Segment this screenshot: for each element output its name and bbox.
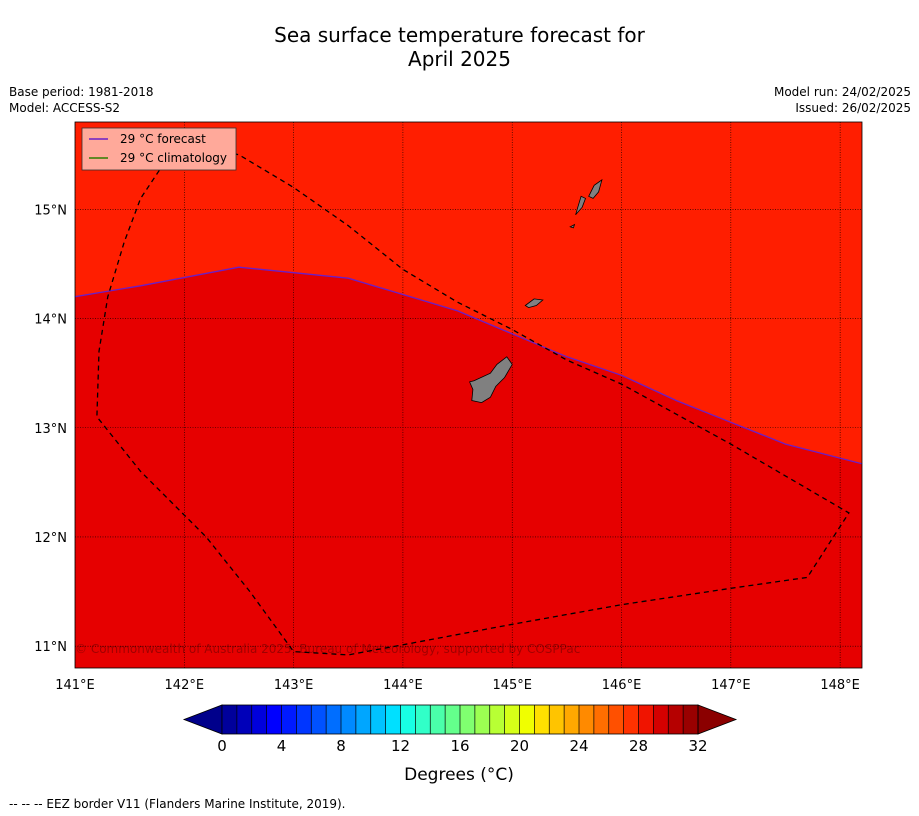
- colorbar-segment: [222, 705, 238, 734]
- island-shape: [569, 223, 576, 229]
- eez-footnote: -- -- -- EEZ border V11 (Flanders Marine…: [9, 797, 346, 811]
- colorbar-segment: [415, 705, 431, 734]
- eez-border-line: [96, 143, 850, 656]
- colorbar-segment: [489, 705, 505, 734]
- issued-text: Issued: 26/02/2025: [795, 101, 911, 115]
- model-text: Model: ACCESS-S2: [9, 101, 121, 115]
- colorbar-segment: [311, 705, 327, 734]
- colorbar-tick-label: 28: [629, 737, 648, 755]
- lon-tick-label: 141°E: [55, 678, 95, 693]
- colorbar-segment: [534, 705, 550, 734]
- chart-title-line1: Sea surface temperature forecast for: [274, 23, 645, 47]
- colorbar-segment: [593, 705, 610, 734]
- colorbar-segment: [579, 705, 595, 734]
- map-gridlines: [75, 122, 862, 668]
- colorbar-segment: [430, 705, 446, 734]
- colorbar-under-arrow: [182, 704, 223, 735]
- island-shape: [524, 298, 544, 309]
- colorbar-segment: [445, 705, 461, 734]
- map-legend: 29 °C forecast 29 °C climatology: [81, 127, 237, 171]
- colorbar: 0 4 8 12 16 20 24 28 32: [182, 704, 738, 755]
- lon-tick-label: 143°E: [274, 678, 314, 693]
- colorbar-segment: [281, 705, 297, 734]
- lon-tick-label: 148°E: [820, 678, 860, 693]
- colorbar-segment: [370, 705, 386, 734]
- map-area: [75, 122, 862, 668]
- colorbar-segment: [400, 705, 416, 734]
- legend-forecast-label: 29 °C forecast: [120, 132, 206, 146]
- colorbar-segment: [519, 705, 535, 734]
- colorbar-tick-label: 16: [450, 737, 469, 755]
- chart-title-line2: April 2025: [408, 47, 511, 71]
- colorbar-segment: [608, 705, 624, 734]
- lon-tick-label: 144°E: [383, 678, 423, 693]
- colorbar-segment: [460, 705, 476, 734]
- colorbar-segment: [296, 705, 312, 734]
- colorbar-segment: [355, 705, 372, 734]
- colorbar-title: Degrees (°C): [404, 765, 514, 785]
- lon-tick-label: 142°E: [165, 678, 205, 693]
- lat-tick-label: 12°N: [34, 531, 67, 546]
- colorbar-segment: [653, 705, 669, 734]
- land-islands: [469, 178, 603, 404]
- island-shape: [469, 356, 513, 404]
- colorbar-tick-label: 20: [510, 737, 529, 755]
- colorbar-tick-label: 32: [688, 737, 707, 755]
- lon-tick-label: 147°E: [711, 678, 751, 693]
- colorbar-segment: [683, 705, 699, 734]
- axis-tick-labels: 141°E 142°E 143°E 144°E 145°E 146°E 147°E 148°E…: [34, 203, 860, 693]
- colorbar-segment: [504, 705, 520, 734]
- lon-tick-label: 146°E: [602, 678, 642, 693]
- colorbar-over-arrow: [697, 704, 738, 735]
- colorbar-segment: [668, 705, 684, 734]
- lat-tick-label: 14°N: [34, 313, 67, 328]
- colorbar-segment: [474, 705, 491, 734]
- lat-tick-label: 15°N: [34, 203, 67, 218]
- colorbar-segment: [326, 705, 342, 734]
- island-shape: [588, 178, 603, 199]
- colorbar-segment: [385, 705, 401, 734]
- sst-below-29-region: [75, 267, 862, 668]
- colorbar-segment: [623, 705, 639, 734]
- lat-tick-label: 13°N: [34, 422, 67, 437]
- lon-tick-label: 145°E: [492, 678, 532, 693]
- colorbar-segment: [266, 705, 282, 734]
- colorbar-tick-label: 8: [336, 737, 346, 755]
- copyright-watermark: © Commonwealth of Australia 2025, Bureau…: [75, 642, 580, 656]
- legend-climatology-label: 29 °C climatology: [120, 151, 227, 165]
- colorbar-segment: [236, 705, 253, 734]
- colorbar-segment: [251, 705, 267, 734]
- colorbar-tick-label: 24: [569, 737, 588, 755]
- colorbar-tick-label: 12: [391, 737, 410, 755]
- model-run-text: Model run: 24/02/2025: [773, 85, 911, 99]
- legend-box: [81, 127, 237, 171]
- isotherm-29c-forecast-line: [75, 266, 862, 465]
- colorbar-segment: [564, 705, 580, 734]
- colorbar-segment: [638, 705, 654, 734]
- map-frame: [74, 121, 863, 669]
- base-period-text: Base period: 1981-2018: [9, 85, 154, 99]
- island-shape: [575, 195, 587, 216]
- colorbar-frame: [221, 704, 699, 735]
- colorbar-segment: [341, 705, 357, 734]
- lat-tick-label: 11°N: [34, 640, 67, 655]
- colorbar-segment: [549, 705, 565, 734]
- colorbar-tick-label: 4: [277, 737, 287, 755]
- colorbar-tick-label: 0: [217, 737, 227, 755]
